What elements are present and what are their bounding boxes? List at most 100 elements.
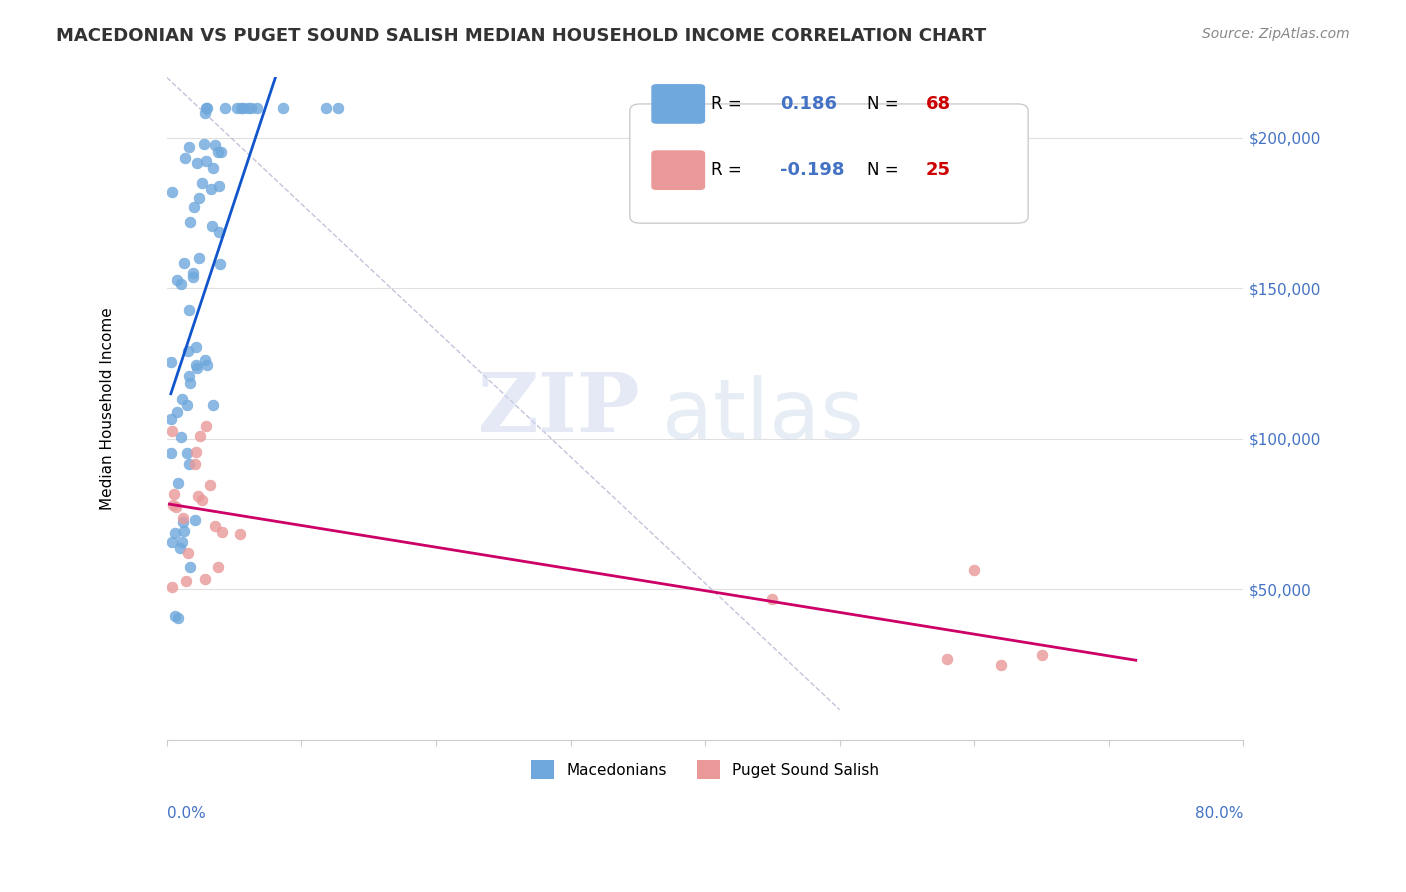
Point	[177, 344, 200, 359]
Point	[160, 534, 183, 549]
Text: MACEDONIAN VS PUGET SOUND SALISH MEDIAN HOUSEHOLD INCOME CORRELATION CHART: MACEDONIAN VS PUGET SOUND SALISH MEDIAN …	[56, 27, 987, 45]
Point	[195, 153, 218, 168]
Point	[963, 563, 986, 577]
Point	[162, 486, 184, 500]
Point	[172, 511, 194, 525]
Point	[166, 405, 188, 419]
Point	[179, 457, 201, 471]
Point	[177, 368, 200, 383]
Text: Median Household Income: Median Household Income	[100, 307, 115, 510]
Point	[198, 478, 221, 492]
Text: 0.186: 0.186	[780, 95, 838, 113]
Point	[1031, 648, 1053, 662]
Point	[200, 182, 222, 196]
Point	[194, 352, 217, 367]
Point	[184, 513, 207, 527]
Point	[236, 101, 259, 115]
Point	[160, 580, 183, 594]
FancyBboxPatch shape	[651, 150, 706, 190]
Point	[229, 527, 252, 541]
Point	[188, 191, 211, 205]
Point	[167, 610, 190, 624]
Point	[208, 178, 231, 193]
Legend: Macedonians, Puget Sound Salish: Macedonians, Puget Sound Salish	[524, 755, 886, 785]
Point	[195, 101, 218, 115]
FancyBboxPatch shape	[651, 84, 706, 124]
Point	[226, 101, 249, 115]
Point	[194, 572, 217, 586]
Text: ZIP: ZIP	[478, 368, 641, 449]
Point	[176, 446, 198, 460]
Point	[160, 185, 183, 199]
Point	[186, 156, 208, 170]
Point	[174, 574, 197, 589]
Point	[162, 499, 184, 513]
Point	[179, 560, 201, 574]
Point	[172, 515, 194, 529]
Point	[315, 101, 337, 115]
Point	[184, 358, 207, 372]
Text: 80.0%: 80.0%	[1195, 806, 1243, 821]
Point	[190, 492, 212, 507]
Point	[184, 445, 207, 459]
Point	[208, 256, 231, 270]
Text: 68: 68	[925, 95, 950, 113]
Point	[163, 526, 186, 541]
Point	[193, 136, 215, 151]
Point	[194, 106, 217, 120]
Point	[214, 101, 236, 115]
Point	[326, 101, 349, 115]
Point	[181, 266, 204, 280]
Point	[183, 200, 205, 214]
Point	[179, 376, 201, 390]
Point	[173, 256, 195, 270]
Point	[176, 398, 198, 412]
Point	[159, 412, 181, 426]
Point	[170, 429, 193, 443]
Point	[201, 398, 224, 412]
Text: 25: 25	[925, 161, 950, 179]
Point	[170, 535, 193, 549]
Point	[177, 140, 200, 154]
Point	[173, 524, 195, 538]
Point	[159, 355, 181, 369]
Point	[207, 559, 229, 574]
Point	[179, 302, 201, 317]
Text: R =: R =	[710, 161, 752, 179]
Text: 0.0%: 0.0%	[167, 806, 205, 821]
Point	[239, 101, 262, 115]
Point	[165, 500, 187, 514]
Point	[179, 215, 201, 229]
Point	[207, 145, 229, 160]
Point	[207, 225, 229, 239]
Point	[211, 524, 233, 539]
Point	[231, 101, 253, 115]
Point	[204, 518, 226, 533]
Point	[188, 429, 211, 443]
Point	[186, 340, 208, 354]
Point	[184, 457, 207, 471]
Point	[187, 251, 209, 265]
Point	[194, 419, 217, 434]
Point	[271, 101, 294, 115]
Point	[163, 609, 186, 624]
FancyBboxPatch shape	[630, 104, 1028, 223]
Point	[761, 592, 783, 607]
Point	[197, 101, 219, 115]
Point	[201, 219, 224, 233]
Point	[170, 277, 193, 292]
Point	[167, 476, 190, 491]
Text: R =: R =	[710, 95, 752, 113]
Text: N =: N =	[866, 161, 898, 179]
Point	[172, 392, 194, 406]
Point	[191, 176, 214, 190]
Point	[174, 151, 197, 165]
Point	[162, 424, 184, 438]
Text: atlas: atlas	[662, 375, 863, 456]
Point	[990, 657, 1012, 672]
Text: -0.198: -0.198	[780, 161, 845, 179]
Point	[159, 446, 181, 460]
Point	[204, 138, 226, 153]
Point	[195, 358, 218, 372]
Text: N =: N =	[866, 95, 898, 113]
